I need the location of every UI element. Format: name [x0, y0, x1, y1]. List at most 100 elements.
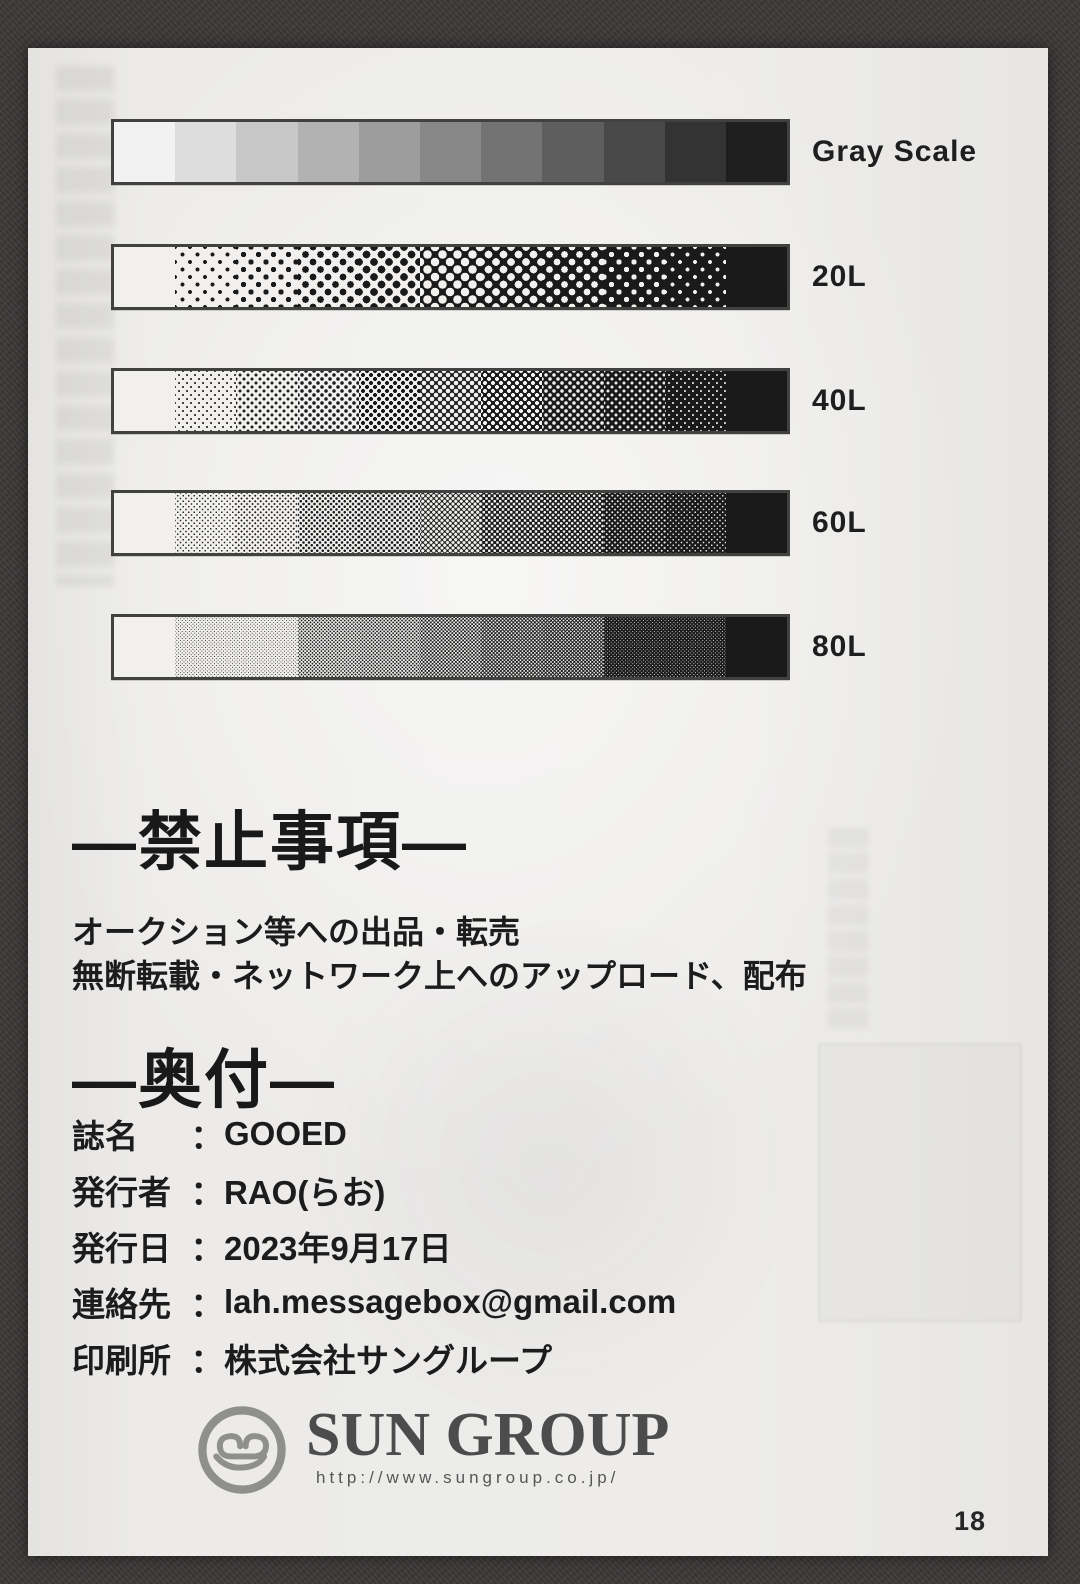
sun-group-logo-icon	[198, 1406, 286, 1494]
prohibition-line: オークション等への出品・転売	[72, 914, 521, 950]
colophon-value: RAO(らお)	[224, 1174, 386, 1211]
colophon-label: 誌名	[72, 1118, 138, 1155]
bar-step-cell	[603, 617, 665, 677]
colophon-separator: ：	[190, 1342, 224, 1379]
bar-step-cell	[603, 371, 665, 431]
bar-step-cell	[236, 493, 298, 553]
calibration-bar	[111, 368, 790, 434]
bar-step-cell	[419, 493, 482, 553]
bar-step-cell	[603, 493, 665, 553]
colophon-label: 発行者	[72, 1174, 171, 1211]
bar-step-cell	[297, 493, 359, 553]
bar-step-cell	[664, 247, 726, 307]
bar-step-cell	[175, 122, 237, 182]
bar-step-cell	[236, 371, 298, 431]
bar-step-cell	[236, 617, 298, 677]
bar-step-cell	[114, 493, 176, 553]
bar-step-cell	[297, 617, 359, 677]
bar-step-cell	[114, 617, 176, 677]
printer-name: SUN GROUP	[306, 1401, 670, 1469]
bar-step-cell	[358, 371, 420, 431]
bar-step-cell	[297, 122, 359, 182]
colophon-row: 連絡先 ： lah.messagebox@gmail.com	[72, 1282, 677, 1323]
calibration-bar-row: 80L	[28, 614, 1048, 680]
bar-step-cell	[236, 247, 298, 307]
bar-step-cell	[358, 247, 420, 307]
bar-step-cell	[725, 371, 788, 431]
calibration-bar	[111, 244, 790, 310]
colophon-separator: ：	[190, 1230, 224, 1267]
calibration-bar-label: 60L	[812, 506, 867, 539]
bar-step-cell	[542, 247, 604, 307]
bar-step-cell	[114, 371, 176, 431]
colophon-separator: ：	[190, 1286, 224, 1323]
calibration-bar-row: Gray Scale	[28, 119, 1048, 185]
bar-step-cell	[419, 371, 482, 431]
bar-step-cell	[725, 617, 788, 677]
bar-step-cell	[358, 493, 420, 553]
bar-step-cell	[175, 617, 237, 677]
colophon-value: 2023年9月17日	[224, 1230, 452, 1267]
colophon-value: GOOED	[224, 1115, 347, 1152]
bar-step-cell	[175, 247, 237, 307]
colophon-separator: ：	[190, 1118, 224, 1155]
bar-step-cell	[481, 371, 543, 431]
calibration-bar-row: 40L	[28, 368, 1048, 434]
bar-step-cell	[725, 122, 788, 182]
colophon-separator: ：	[190, 1174, 224, 1211]
calibration-bar-row: 60L	[28, 490, 1048, 556]
bar-step-cell	[481, 122, 543, 182]
bar-step-cell	[114, 247, 176, 307]
calibration-bar	[111, 119, 790, 185]
colophon-label: 発行日	[72, 1230, 171, 1267]
bar-step-cell	[419, 122, 482, 182]
bar-step-cell	[236, 122, 298, 182]
bar-step-cell	[542, 122, 604, 182]
bar-step-cell	[664, 617, 726, 677]
bar-step-cell	[114, 122, 176, 182]
bar-step-cell	[297, 247, 359, 307]
bar-step-cell	[664, 493, 726, 553]
bar-step-cell	[481, 247, 543, 307]
calibration-bar-row: 20L	[28, 244, 1048, 310]
bar-step-cell	[175, 371, 237, 431]
ghost-artifact	[828, 828, 868, 1028]
ghost-artifact	[818, 1043, 1022, 1322]
bar-step-cell	[725, 493, 788, 553]
colophon-heading: ―奥付―	[72, 1044, 336, 1116]
colophon-row: 印刷所 ：株式会社サングループ	[72, 1338, 552, 1379]
bar-step-cell	[664, 371, 726, 431]
calibration-bar-label: 80L	[812, 630, 867, 663]
bar-step-cell	[358, 617, 420, 677]
bar-step-cell	[542, 371, 604, 431]
bar-step-cell	[419, 247, 482, 307]
calibration-bar-label: 40L	[812, 384, 867, 417]
printer-url: http://www.sungroup.co.jp/	[316, 1468, 620, 1487]
calibration-bar	[111, 490, 790, 556]
colophon-row: 誌名 ： GOOED	[72, 1114, 347, 1155]
bar-step-cell	[542, 493, 604, 553]
bar-step-cell	[664, 122, 726, 182]
bar-step-cell	[542, 617, 604, 677]
colophon-label: 連絡先	[72, 1286, 171, 1323]
prohibition-heading: ―禁止事項―	[72, 806, 468, 878]
bar-step-cell	[358, 122, 420, 182]
bar-step-cell	[481, 493, 543, 553]
bar-step-cell	[725, 247, 788, 307]
colophon-row: 発行日 ： 2023年9月17日	[72, 1226, 451, 1267]
colophon-value: 株式会社サングループ	[224, 1342, 553, 1379]
prohibition-line: 無断転載・ネットワーク上へのアップロード、配布	[72, 958, 807, 994]
bar-step-cell	[603, 247, 665, 307]
calibration-bar	[111, 614, 790, 680]
bar-step-cell	[175, 493, 237, 553]
bar-step-cell	[297, 371, 359, 431]
printer-logo: SUN GROUP http://www.sungroup.co.jp/	[188, 1396, 748, 1556]
bar-step-cell	[419, 617, 482, 677]
bar-step-cell	[481, 617, 543, 677]
colophon-value: lah.messagebox@gmail.com	[224, 1283, 677, 1320]
bar-step-cell	[603, 122, 665, 182]
colophon-label: 印刷所	[72, 1342, 171, 1379]
calibration-bar-label: 20L	[812, 260, 867, 293]
page-number: 18	[953, 1506, 987, 1536]
calibration-bar-label: Gray Scale	[812, 135, 978, 168]
